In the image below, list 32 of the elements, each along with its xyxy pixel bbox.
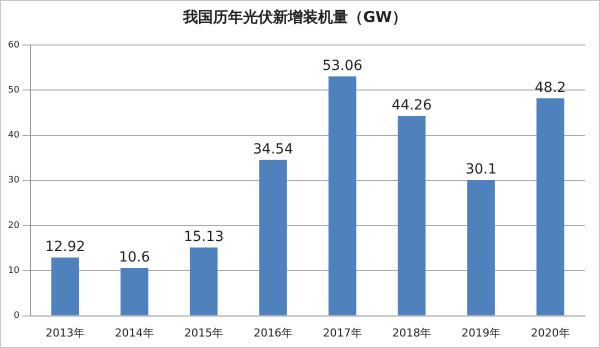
bar — [259, 160, 287, 316]
data-label: 44.26 — [392, 98, 432, 114]
y-tick-label: 10 — [8, 266, 20, 276]
bar — [51, 257, 79, 316]
y-tick-label: 0 — [14, 311, 20, 322]
bar — [398, 116, 426, 316]
bar — [536, 98, 564, 316]
bar — [328, 76, 356, 316]
bar — [467, 180, 495, 316]
y-tick-label: 60 — [8, 40, 20, 50]
data-label: 53.06 — [322, 58, 363, 74]
data-label: 30.1 — [465, 162, 497, 178]
bar — [120, 268, 148, 316]
data-label: 48.2 — [534, 80, 566, 96]
y-tick-label: 30 — [8, 176, 20, 186]
x-tick-label: 2015年 — [184, 326, 224, 340]
x-tick-label: 2019年 — [462, 326, 501, 340]
x-tick-label: 2018年 — [392, 326, 432, 340]
y-tick-label: 50 — [8, 85, 20, 96]
y-tick-label: 20 — [8, 220, 20, 231]
chart-title: 我国历年光伏新增装机量（GW） — [182, 8, 407, 26]
data-label: 34.54 — [253, 142, 294, 158]
bar — [190, 248, 218, 316]
y-tick-label: 40 — [8, 130, 20, 141]
data-label: 12.92 — [45, 239, 86, 256]
x-tick-label: 2014年 — [114, 326, 154, 340]
x-tick-label: 2020年 — [530, 326, 570, 340]
x-tick-label: 2016年 — [254, 326, 293, 340]
data-label: 10.6 — [118, 250, 150, 266]
x-tick-label: 2013年 — [46, 326, 85, 340]
data-label: 15.13 — [184, 229, 224, 246]
x-tick-label: 2017年 — [322, 326, 362, 340]
